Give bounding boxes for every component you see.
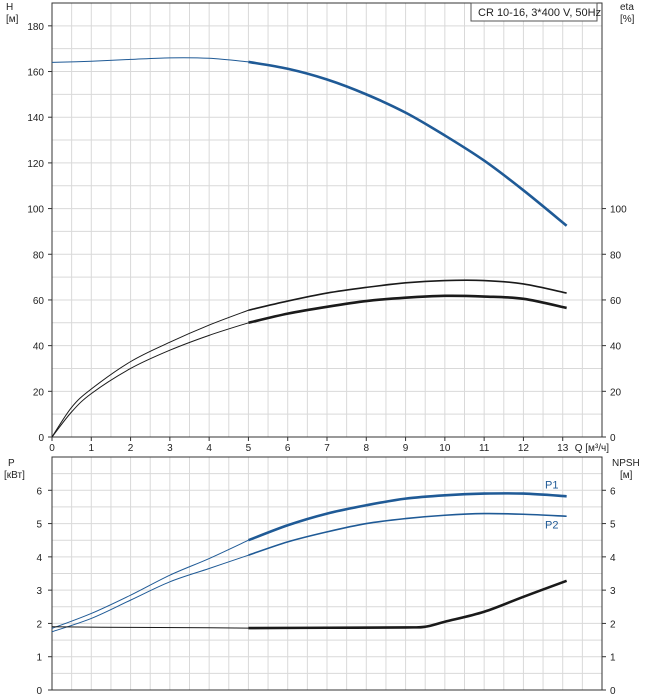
head-curve-low-flow <box>51 57 249 63</box>
y-left-tick-label: 100 <box>27 205 44 216</box>
x-tick-label: 3 <box>167 443 173 454</box>
y-right-tick-label: 2 <box>610 619 616 630</box>
y-left-tick-label: 60 <box>33 296 45 307</box>
x-tick-label: 7 <box>324 443 330 454</box>
y-left-tick-label: 4 <box>36 553 42 564</box>
x-axis-title: Q [м³/ч] <box>575 443 610 454</box>
bottom-plot-border <box>51 456 603 691</box>
bottom-panel-curves: P1 P2 <box>51 480 568 633</box>
x-tick-label: 11 <box>479 443 490 454</box>
NPSH-curve-low-flow <box>51 626 249 629</box>
x-tick-label: 1 <box>89 443 95 454</box>
y-axis-unit-NPSH: [м] <box>620 470 633 481</box>
y-right-tick-label: 0 <box>610 433 616 444</box>
y-axis-title-H: H <box>6 2 13 13</box>
y-right-tick-label: 80 <box>610 250 622 261</box>
y-right-tick-label: 4 <box>610 553 616 564</box>
y-left-tick-label: 180 <box>27 22 44 33</box>
efficiency-1-curve <box>248 279 567 312</box>
head-curve <box>248 60 568 227</box>
y-left-tick-label: 20 <box>33 387 45 398</box>
y-right-tick-label: 0 <box>610 686 616 697</box>
y-axis-unit-H: [м] <box>6 14 19 25</box>
y-left-tick-label: 3 <box>36 586 42 597</box>
y-left-tick-label: 6 <box>36 486 42 497</box>
bottom-panel-frame <box>51 456 603 691</box>
y-left-tick-label: 2 <box>36 619 42 630</box>
y-left-tick-label: 1 <box>36 653 42 664</box>
y-axis-unit-P: [кВт] <box>4 470 25 481</box>
y-axis-title-P: P <box>8 458 15 469</box>
efficiency-2-curve-low-flow <box>51 322 249 438</box>
NPSH-curve <box>248 579 568 630</box>
y-left-tick-label: 140 <box>27 113 44 124</box>
y-right-tick-label: 6 <box>610 486 616 497</box>
bottom-panel-grid <box>51 456 603 691</box>
x-tick-label: 0 <box>49 443 55 454</box>
x-tick-label: 12 <box>518 443 530 454</box>
y-left-tick-label: 80 <box>33 250 45 261</box>
y-right-tick-label: 20 <box>610 387 622 398</box>
series-label-P1: P1 <box>545 480 558 492</box>
y-left-tick-label: 160 <box>27 68 44 79</box>
top-panel-curves <box>51 57 568 438</box>
y-right-tick-label: 60 <box>610 296 622 307</box>
efficiency-1-curve-low-flow <box>51 309 249 438</box>
chart-title-box <box>470 2 598 22</box>
y-axis-title-NPSH: NPSH <box>612 458 640 469</box>
y-axis-unit-eta: [%] <box>620 14 635 25</box>
x-tick-label: 9 <box>403 443 409 454</box>
y-left-tick-label: 0 <box>36 686 42 697</box>
P2-curve <box>248 512 567 556</box>
chart-title: CR 10-16, 3*400 V, 50Hz <box>478 7 601 19</box>
x-tick-label: 6 <box>285 443 291 454</box>
x-tick-label: 2 <box>128 443 134 454</box>
y-right-tick-label: 40 <box>610 342 622 353</box>
series-label-P2: P2 <box>545 520 558 532</box>
y-right-tick-label: 100 <box>610 205 627 216</box>
P1-curve <box>247 492 567 542</box>
y-left-tick-label: 40 <box>33 342 45 353</box>
y-right-tick-label: 5 <box>610 520 616 531</box>
x-tick-label: 4 <box>206 443 212 454</box>
P2-curve-low-flow <box>51 554 249 633</box>
top-panel-grid <box>51 2 603 438</box>
x-tick-label: 5 <box>246 443 252 454</box>
y-right-tick-label: 3 <box>610 586 616 597</box>
y-right-tick-label: 1 <box>610 653 616 664</box>
y-axis-title-eta: eta <box>620 2 634 13</box>
y-left-tick-label: 5 <box>36 520 42 531</box>
P1-curve-low-flow <box>51 539 249 629</box>
x-tick-label: 8 <box>364 443 370 454</box>
y-left-tick-label: 0 <box>38 433 44 444</box>
y-left-tick-label: 120 <box>27 159 44 170</box>
x-tick-label: 13 <box>557 443 569 454</box>
efficiency-2-curve <box>248 294 567 325</box>
axis-labels: 0 1 2 3 4 5 6 7 8 9 10 11 12 130204060801001201401601… <box>4 2 640 697</box>
x-tick-label: 10 <box>439 443 451 454</box>
